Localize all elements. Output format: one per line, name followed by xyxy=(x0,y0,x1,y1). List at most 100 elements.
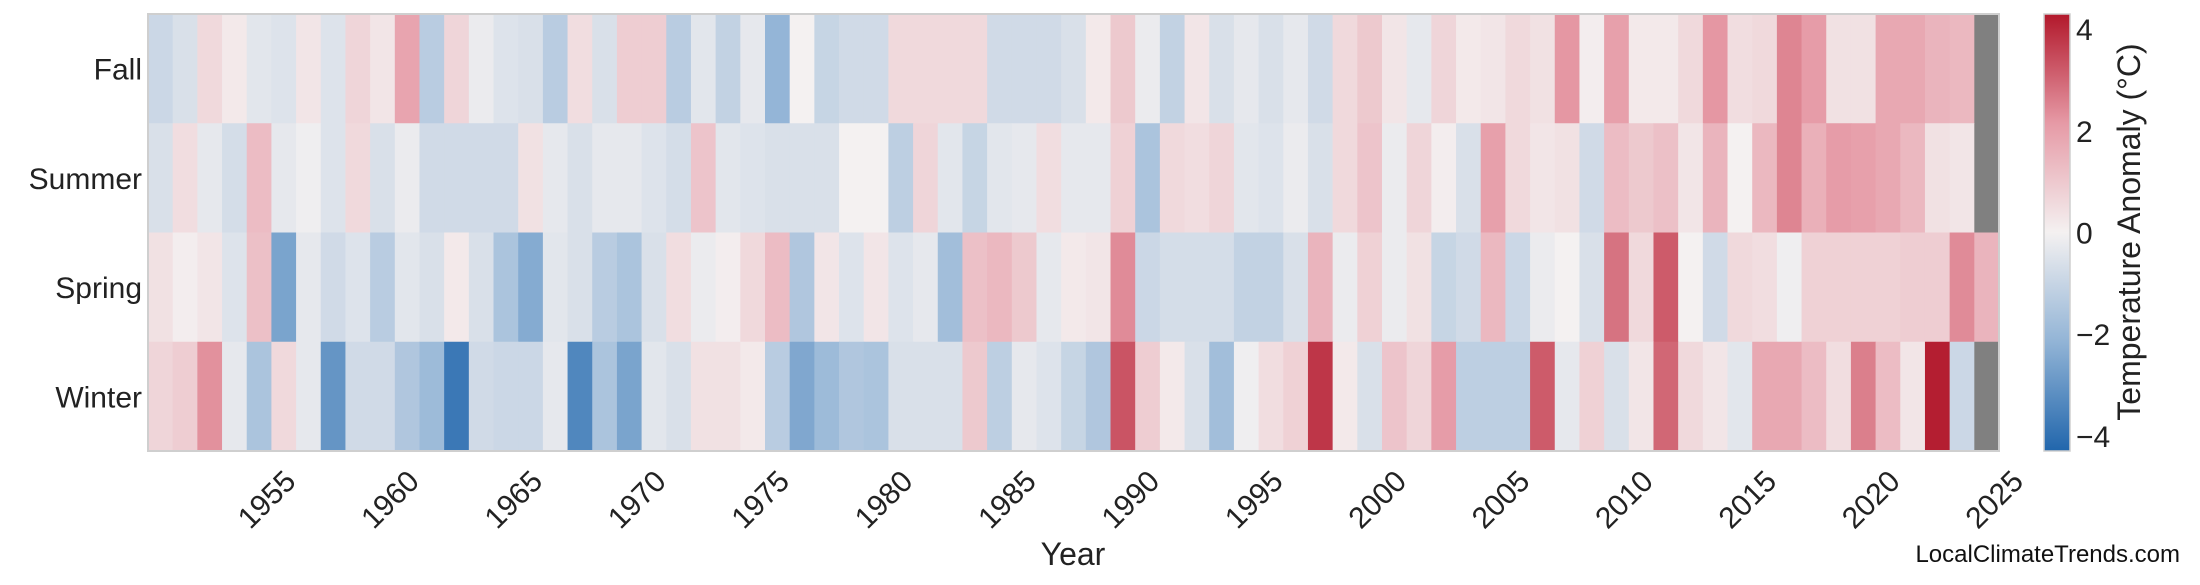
heatmap-cell-summer-2005 xyxy=(1480,123,1506,234)
heatmap-cell-winter-1965 xyxy=(493,341,519,452)
x-tick-label-2000: 2000 xyxy=(1342,465,1413,536)
heatmap-cell-summer-1987 xyxy=(1036,123,1062,234)
heatmap-cell-spring-2009 xyxy=(1579,232,1605,343)
heatmap-cell-fall-2022 xyxy=(1900,14,1926,124)
heatmap-cell-summer-1960 xyxy=(370,123,396,234)
heatmap-cell-fall-2005 xyxy=(1480,14,1506,124)
heatmap-cell-winter-1982 xyxy=(913,341,939,452)
colorbar-tick-−2: −2 xyxy=(2076,319,2110,352)
heatmap-cell-spring-2013 xyxy=(1678,232,1704,343)
heatmap-cell-winter-1975 xyxy=(740,341,766,452)
heatmap-cell-spring-1993 xyxy=(1184,232,1210,343)
heatmap-cell-winter-1961 xyxy=(394,341,421,452)
heatmap-cell-summer-1953 xyxy=(197,123,223,234)
heatmap-cell-spring-1973 xyxy=(690,232,717,343)
heatmap-cell-summer-1962 xyxy=(419,123,445,234)
heatmap-cell-summer-1997 xyxy=(1283,123,1309,234)
heatmap-cell-winter-1958 xyxy=(320,341,347,452)
heatmap-cell-spring-1998 xyxy=(1307,232,1334,343)
heatmap-cell-summer-1973 xyxy=(690,123,717,234)
heatmap-cell-summer-2011 xyxy=(1628,123,1655,234)
heatmap-cell-winter-1985 xyxy=(987,341,1013,452)
heatmap-cell-winter-1954 xyxy=(222,341,248,452)
heatmap-cell-fall-1977 xyxy=(789,14,815,124)
heatmap-cell-fall-1964 xyxy=(468,14,495,124)
heatmap-cell-winter-1991 xyxy=(1135,341,1161,452)
heatmap-cell-spring-2015 xyxy=(1727,232,1753,343)
heatmap-cell-spring-1976 xyxy=(765,232,791,343)
heatmap-cell-fall-1992 xyxy=(1159,14,1186,124)
heatmap-cell-winter-2015 xyxy=(1727,341,1753,452)
heatmap-cell-spring-1970 xyxy=(616,232,643,343)
heatmap-cell-summer-1961 xyxy=(394,123,421,234)
heatmap-cell-summer-1989 xyxy=(1085,123,1112,234)
heatmap-cell-fall-1954 xyxy=(222,14,248,124)
heatmap-cell-winter-1998 xyxy=(1307,341,1334,452)
heatmap-cell-summer-2006 xyxy=(1505,123,1531,234)
heatmap-cell-spring-1994 xyxy=(1209,232,1235,343)
heatmap-cell-fall-1983 xyxy=(937,14,964,124)
heatmap-cell-winter-2023 xyxy=(1924,341,1951,452)
heatmap-cell-winter-2019 xyxy=(1826,341,1852,452)
heatmap-cell-winter-2011 xyxy=(1628,341,1655,452)
heatmap-cell-spring-2017 xyxy=(1776,232,1803,343)
heatmap-cell-winter-1970 xyxy=(616,341,643,452)
heatmap-cell-summer-1977 xyxy=(789,123,815,234)
heatmap-cell-spring-1957 xyxy=(296,232,322,343)
heatmap-cell-summer-1979 xyxy=(839,123,865,234)
heatmap-cell-winter-1995 xyxy=(1233,341,1260,452)
heatmap-cell-summer-1998 xyxy=(1307,123,1334,234)
heatmap-cell-winter-1956 xyxy=(271,341,297,452)
heatmap-cell-winter-1997 xyxy=(1283,341,1309,452)
heatmap-cell-spring-1982 xyxy=(913,232,939,343)
heatmap-cell-fall-2019 xyxy=(1826,14,1852,124)
heatmap-cell-spring-2019 xyxy=(1826,232,1852,343)
heatmap-cell-fall-2023 xyxy=(1924,14,1951,124)
heatmap-cell-spring-1952 xyxy=(172,232,198,343)
x-tick-label-2010: 2010 xyxy=(1589,465,1660,536)
heatmap-cell-fall-2002 xyxy=(1406,14,1432,124)
heatmap-cell-winter-1951 xyxy=(148,341,174,452)
heatmap-cell-fall-2018 xyxy=(1801,14,1827,124)
heatmap-cell-spring-1971 xyxy=(641,232,667,343)
heatmap-cell-fall-1973 xyxy=(690,14,717,124)
heatmap-cell-fall-1953 xyxy=(197,14,223,124)
heatmap-cell-spring-1974 xyxy=(715,232,741,343)
heatmap-cell-fall-1970 xyxy=(616,14,643,124)
heatmap-cell-summer-2009 xyxy=(1579,123,1605,234)
heatmap-cell-spring-2014 xyxy=(1702,232,1729,343)
heatmap-cell-winter-2013 xyxy=(1678,341,1704,452)
heatmap-cell-fall-2016 xyxy=(1752,14,1778,124)
heatmap-cell-summer-1958 xyxy=(320,123,347,234)
colorbar-tick-−4: −4 xyxy=(2076,421,2110,454)
heatmap-cell-fall-1993 xyxy=(1184,14,1210,124)
heatmap-cell-summer-1975 xyxy=(740,123,766,234)
heatmap-cell-fall-1986 xyxy=(1011,14,1038,124)
heatmap-cell-spring-1956 xyxy=(271,232,297,343)
heatmap-cell-fall-1996 xyxy=(1258,14,1284,124)
heatmap-cell-fall-1985 xyxy=(987,14,1013,124)
colorbar-label: Temperature Anomaly (°C) xyxy=(2111,43,2147,420)
heatmap-cell-fall-2017 xyxy=(1776,14,1803,124)
plot-frame xyxy=(147,13,2000,452)
heatmap-cell-summer-2013 xyxy=(1678,123,1704,234)
heatmap-cell-spring-2001 xyxy=(1382,232,1408,343)
heatmap-cell-summer-1969 xyxy=(592,123,618,234)
heatmap-cell-fall-1999 xyxy=(1332,14,1358,124)
x-tick-label-2005: 2005 xyxy=(1466,465,1537,536)
heatmap-cell-spring-1990 xyxy=(1110,232,1136,343)
heatmap-cell-spring-1960 xyxy=(370,232,396,343)
heatmap-cell-fall-2012 xyxy=(1653,14,1679,124)
heatmap-cell-summer-1951 xyxy=(148,123,174,234)
heatmap-cell-fall-1962 xyxy=(419,14,445,124)
heatmap-cell-winter-1969 xyxy=(592,341,618,452)
heatmap-cell-fall-1981 xyxy=(888,14,914,124)
heatmap-cell-summer-1970 xyxy=(616,123,643,234)
heatmap-cell-spring-2002 xyxy=(1406,232,1432,343)
heatmap-cell-fall-1984 xyxy=(962,14,988,124)
heatmap-cell-summer-2020 xyxy=(1850,123,1877,234)
heatmap-cell-winter-1972 xyxy=(666,341,692,452)
heatmap-cell-summer-1996 xyxy=(1258,123,1284,234)
heatmap-cell-fall-2014 xyxy=(1702,14,1729,124)
